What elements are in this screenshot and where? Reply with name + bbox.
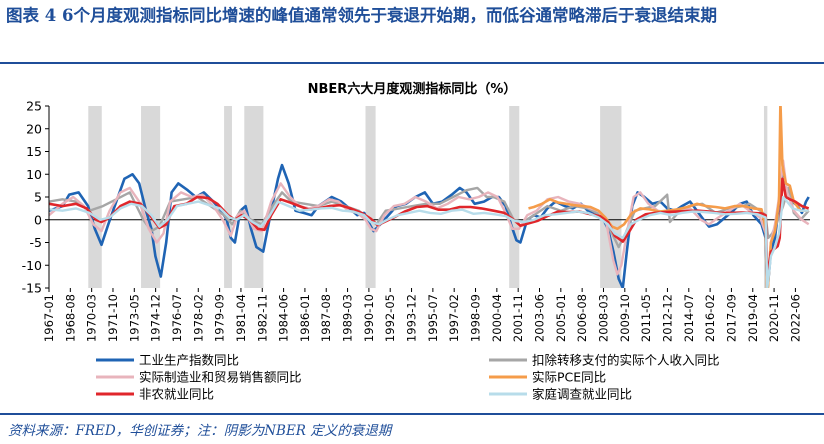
x-tick-label: 1992-05 <box>383 294 397 342</box>
x-tick-label: 2014-07 <box>682 294 696 342</box>
y-tick-label: -5 <box>30 235 42 250</box>
title-rule <box>0 62 824 64</box>
legend-label: 扣除转移支付的实际个人收入同比 <box>532 353 720 368</box>
series-line <box>49 163 810 288</box>
x-tick-label: 1989-03 <box>341 294 355 342</box>
x-tick-label: 1981-04 <box>234 294 248 342</box>
x-tick-label: 1970-03 <box>85 294 99 342</box>
x-tick-label: 2001-11 <box>511 294 525 342</box>
x-tick-label: 1986-01 <box>298 294 312 342</box>
recession-band <box>141 106 161 288</box>
x-tick-label: 1973-05 <box>127 294 141 342</box>
recession-band <box>244 106 264 288</box>
axes: -15 -10 -5 0 5 10 15 20 25 1967-01 1968-08 1970-03 1… <box>22 99 803 343</box>
recession-shading <box>88 106 768 288</box>
legend-label: 家庭调查就业同比 <box>532 387 632 402</box>
x-tick-label: 1971-10 <box>106 294 120 342</box>
x-tick-label: 1974-12 <box>149 294 163 342</box>
x-tick-label: 2022-06 <box>788 294 802 342</box>
source-rule <box>0 413 824 415</box>
legend-label: 实际PCE同比 <box>532 370 606 385</box>
figure-title: 图表 4 6个月度观测指标同比增速的峰值通常领先于衰退开始期，而低谷通常略滞后于… <box>6 6 717 25</box>
x-tick-label: 2012-12 <box>661 294 675 342</box>
recession-band <box>88 106 102 288</box>
y-tick-label: -10 <box>22 258 42 273</box>
chart-title: NBER六大月度观测指标同比（%） <box>308 81 517 97</box>
x-tick-label: 1990-10 <box>362 294 376 342</box>
recession-band <box>763 106 768 288</box>
x-tick-label: 2008-03 <box>597 294 611 342</box>
x-tick-label: 2020-11 <box>767 294 781 342</box>
x-tick-label: 1976-07 <box>170 294 184 342</box>
y-tick-label: 15 <box>26 144 42 159</box>
x-tick-label: 2019-04 <box>746 294 760 342</box>
x-tick-label: 2017-09 <box>724 294 738 342</box>
x-tick-label: 1984-06 <box>277 294 291 342</box>
x-tick-label: 1982-11 <box>255 294 269 342</box>
x-tick-label: 1967-01 <box>42 294 56 342</box>
recession-band <box>600 106 622 288</box>
x-tick-label: 1979-09 <box>213 294 227 342</box>
source-note: 资料来源：FRED，华创证券；注：阴影为NBER 定义的衰退期 <box>8 423 392 439</box>
recession-band <box>509 106 520 288</box>
x-tick-label: 2005-01 <box>554 294 568 342</box>
legend-label: 工业生产指数同比 <box>139 353 239 368</box>
y-tick-label: 25 <box>26 99 42 114</box>
x-tick-label: 1998-09 <box>469 294 483 342</box>
x-tick-label: 2009-10 <box>618 294 632 342</box>
series-line <box>528 106 809 288</box>
x-tick-label: 2006-08 <box>575 294 589 342</box>
x-tick-label: 2016-02 <box>703 294 717 342</box>
recession-band <box>365 106 376 288</box>
series-line <box>49 195 809 288</box>
x-tick-label: 1987-08 <box>319 294 333 342</box>
x-tick-label: 2011-05 <box>639 294 653 342</box>
x-tick-label: 2000-04 <box>490 294 504 342</box>
y-tick-label: 20 <box>26 121 42 136</box>
x-tick-label: 2003-06 <box>533 294 547 342</box>
series-line <box>49 159 810 285</box>
legend-label: 实际制造业和贸易销售额同比 <box>139 370 302 385</box>
recession-band <box>224 106 232 288</box>
line-chart: NBER六大月度观测指标同比（%） -15 -10 -5 0 5 10 15 20 25 1967… <box>22 81 810 402</box>
x-tick-label: 1993-12 <box>405 294 419 342</box>
y-tick-label: 10 <box>26 167 42 182</box>
series-lines <box>49 106 810 288</box>
x-tick-label: 1978-02 <box>191 294 205 342</box>
x-tick-label: 1968-08 <box>63 294 77 342</box>
x-tick-label: 1995-07 <box>426 294 440 342</box>
y-tick-label: -15 <box>22 281 42 296</box>
y-tick-label: 5 <box>34 190 42 205</box>
y-tick-label: 0 <box>34 212 42 227</box>
legend-label: 非农就业同比 <box>139 387 214 402</box>
x-tick-label: 1997-02 <box>447 294 461 342</box>
